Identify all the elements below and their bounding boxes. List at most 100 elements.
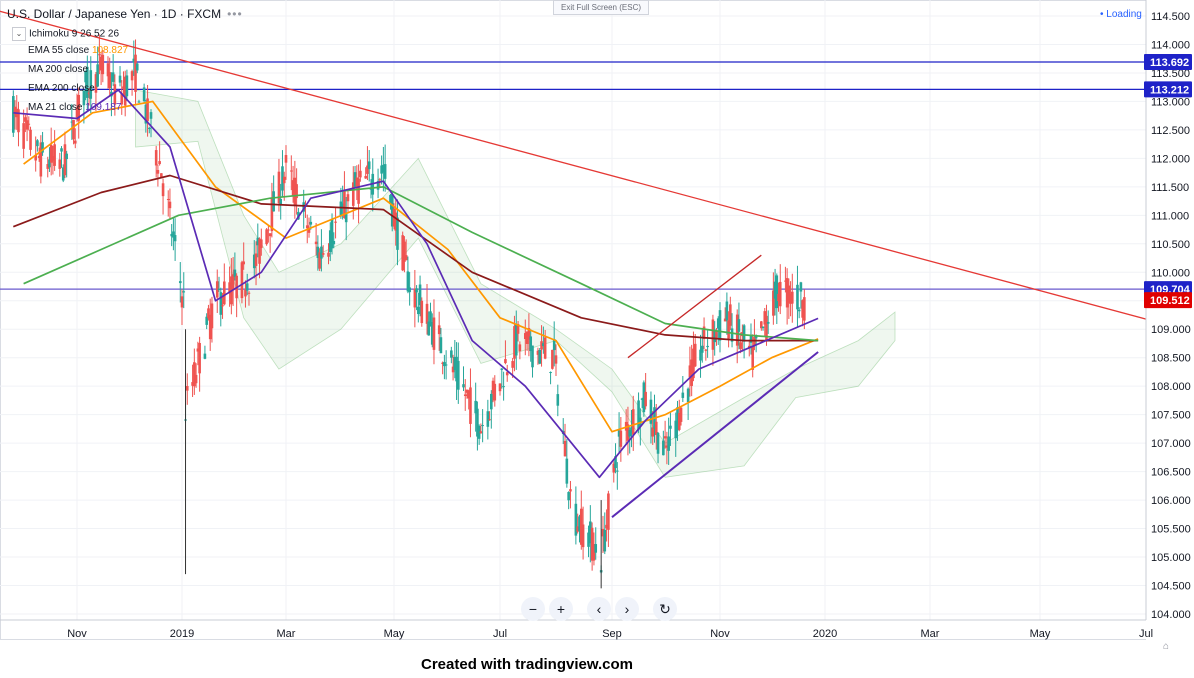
candle-body [219, 292, 223, 315]
candle-body [252, 254, 256, 269]
candle-body [523, 333, 527, 340]
candle-body [330, 218, 334, 249]
indicator-ema55[interactable]: EMA 55 close 108.827 [28, 45, 128, 56]
candle-body [439, 337, 443, 354]
candle-body [96, 64, 99, 87]
candle-body [679, 407, 683, 422]
candle-body [77, 94, 81, 121]
candle-body [713, 329, 716, 343]
y-tick-label: 113.500 [1151, 68, 1190, 80]
candle-body [25, 120, 29, 130]
candle-body [258, 238, 261, 264]
candle-body [82, 90, 86, 106]
y-tick-label: 105.000 [1151, 552, 1191, 564]
candle-body [662, 440, 665, 456]
candle-body [260, 239, 263, 249]
candle-body [284, 155, 288, 163]
candle-body [676, 407, 679, 431]
candle-body [563, 440, 567, 457]
candle-body [332, 240, 336, 245]
candle-body [122, 86, 125, 89]
candle-body [677, 413, 681, 430]
candle-body [420, 300, 424, 324]
candle-body [607, 493, 610, 530]
candle-body [612, 463, 616, 473]
candle-body [272, 191, 275, 212]
scroll-left-button[interactable]: ‹ [587, 597, 611, 621]
chart-area[interactable]: 104.000 104.500 105.000 105.500 106.000 106.5… [0, 0, 1194, 640]
candle-body [540, 341, 543, 350]
candle-body [158, 161, 161, 165]
y-tick-label: 111.500 [1151, 182, 1189, 194]
reset-chart-button[interactable]: ↻ [653, 597, 677, 621]
candle-body [125, 75, 129, 97]
candle-body [630, 427, 633, 434]
candle-body [144, 104, 148, 124]
candle-body [343, 191, 346, 218]
candle-body [589, 521, 592, 544]
trend-line-channel-top [627, 254, 762, 359]
indicator-ma200[interactable]: MA 200 close [28, 64, 88, 75]
candle-body [231, 274, 235, 291]
candle-body [765, 315, 768, 341]
candle-body [749, 335, 753, 343]
candle-body [565, 458, 569, 484]
candle-body [727, 320, 730, 339]
indicator-ichimoku[interactable]: ⌄ Ichimoku 9 26 52 26 [12, 27, 119, 41]
indicator-label: EMA 55 close [28, 45, 90, 56]
candle-body [518, 344, 522, 352]
candle-body [490, 393, 493, 410]
candle-body [279, 198, 283, 205]
zoom-out-button[interactable]: − [521, 597, 545, 621]
candle-body [729, 304, 732, 326]
indicator-ma21[interactable]: MA 21 close 109.187 [28, 102, 121, 113]
x-tick-label: Jul [1139, 628, 1153, 640]
candle-body [581, 524, 585, 548]
candle-body [692, 348, 695, 379]
candle-body [525, 331, 529, 344]
x-tick-label: Sep [602, 628, 622, 640]
scroll-right-button[interactable]: › [615, 597, 639, 621]
y-tick-label: 114.000 [1151, 39, 1190, 51]
y-tick-label: 107.500 [1151, 410, 1191, 422]
candle-body [614, 456, 617, 469]
candle-body [427, 321, 431, 336]
zoom-in-button[interactable]: + [549, 597, 573, 621]
price-chart[interactable]: 104.000 104.500 105.000 105.500 106.000 106.5… [0, 0, 1194, 640]
candle-body [221, 305, 224, 307]
chevron-down-icon[interactable]: ⌄ [12, 27, 26, 41]
candle-body [101, 54, 105, 75]
y-tick-label: 107.000 [1151, 438, 1191, 450]
candle-body [761, 326, 765, 329]
exit-full-screen-button[interactable]: Exit Full Screen (ESC) [553, 0, 649, 15]
candle-body [735, 314, 739, 346]
more-dots-icon[interactable]: ••• [227, 7, 243, 21]
candle-body [277, 171, 281, 204]
candle-body [469, 387, 472, 424]
candle-body [437, 325, 441, 335]
candle-body [626, 424, 630, 441]
candle-body [498, 383, 502, 392]
candle-body [785, 278, 789, 308]
candle-body [456, 360, 460, 390]
candle-body [146, 98, 149, 122]
candle-body [500, 368, 504, 370]
candle-body [739, 342, 742, 349]
candle-body [737, 319, 741, 332]
price-badge-label: 113.212 [1150, 84, 1189, 96]
candle-body [217, 288, 221, 290]
indicator-ema200[interactable]: EMA 200 close [28, 83, 95, 94]
candle-body [567, 492, 570, 501]
candle-body [291, 180, 295, 197]
trend-line-long-down-trend [0, 10, 1194, 333]
candle-body [70, 121, 74, 123]
candle-body [556, 394, 560, 406]
candle-body [182, 291, 186, 293]
candle-body [587, 532, 590, 547]
candle-body [396, 217, 399, 250]
x-tick-label: 2020 [813, 628, 837, 640]
candle-body [513, 326, 516, 359]
candle-body [760, 321, 763, 329]
go-to-realtime-icon[interactable]: ⌂ [1163, 641, 1170, 652]
candle-body [290, 170, 293, 172]
